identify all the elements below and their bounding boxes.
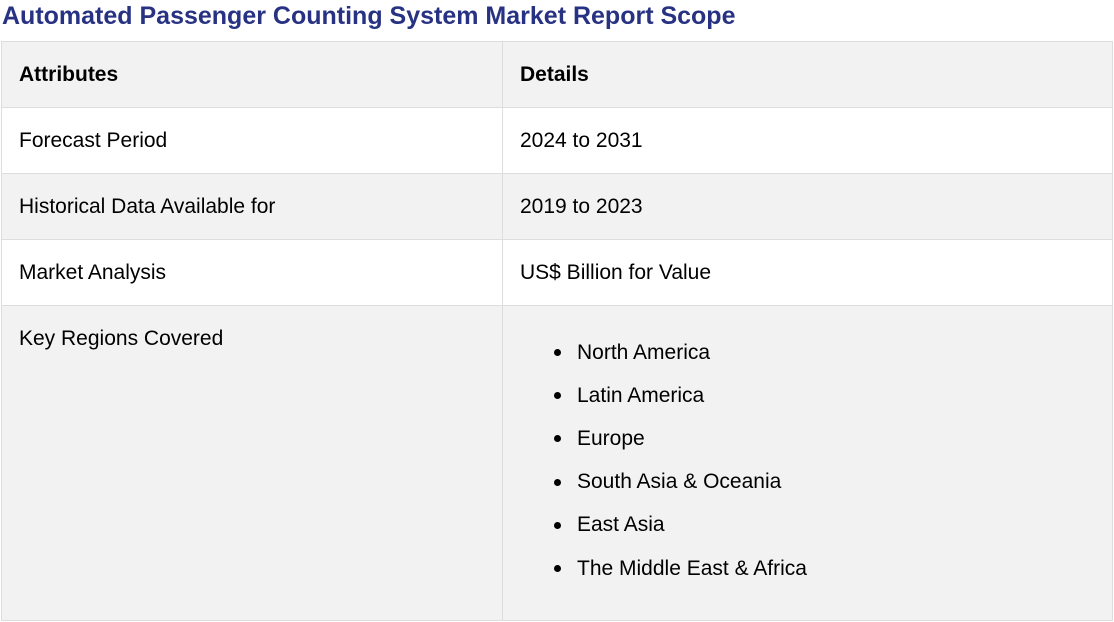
bullet-icon bbox=[554, 565, 561, 573]
region-label: South Asia & Oceania bbox=[577, 470, 782, 494]
bullet-icon bbox=[554, 521, 561, 529]
detail-cell: US$ Billion for Value bbox=[520, 260, 712, 284]
list-item: North America bbox=[554, 331, 1112, 374]
attribute-cell: Historical Data Available for bbox=[2, 174, 503, 239]
attribute-cell: Key Regions Covered bbox=[2, 306, 503, 620]
table-row: Market Analysis US$ Billion for Value bbox=[2, 240, 1112, 306]
detail-cell: 2019 to 2023 bbox=[520, 194, 643, 218]
regions-list: North America Latin America Europe South… bbox=[520, 331, 1112, 590]
bullet-icon bbox=[554, 392, 561, 400]
detail-cell: 2024 to 2031 bbox=[520, 128, 643, 152]
region-label: Europe bbox=[577, 426, 645, 450]
header-details: Details bbox=[520, 62, 589, 86]
bullet-icon bbox=[554, 478, 561, 486]
list-item: The Middle East & Africa bbox=[554, 547, 1112, 590]
list-item: East Asia bbox=[554, 504, 1112, 547]
region-label: Latin America bbox=[577, 383, 705, 407]
bullet-icon bbox=[554, 435, 561, 443]
attribute-cell: Forecast Period bbox=[2, 108, 503, 173]
table-row: Historical Data Available for 2019 to 20… bbox=[2, 174, 1112, 240]
table-header-row: Attributes Details bbox=[2, 42, 1112, 108]
list-item: South Asia & Oceania bbox=[554, 461, 1112, 504]
region-label: East Asia bbox=[577, 513, 665, 537]
attribute-cell: Market Analysis bbox=[2, 240, 503, 305]
table-row: Key Regions Covered North America Latin … bbox=[2, 306, 1112, 621]
list-item: Latin America bbox=[554, 374, 1112, 417]
table-row: Forecast Period 2024 to 2031 bbox=[2, 108, 1112, 174]
bullet-icon bbox=[554, 349, 561, 357]
region-label: The Middle East & Africa bbox=[577, 556, 807, 580]
detail-cell: North America Latin America Europe South… bbox=[503, 306, 1112, 620]
page-title: Automated Passenger Counting System Mark… bbox=[2, 2, 736, 30]
list-item: Europe bbox=[554, 417, 1112, 460]
report-scope-table: Attributes Details Forecast Period 2024 … bbox=[1, 41, 1113, 621]
region-label: North America bbox=[577, 340, 711, 364]
header-attributes: Attributes bbox=[2, 42, 503, 107]
